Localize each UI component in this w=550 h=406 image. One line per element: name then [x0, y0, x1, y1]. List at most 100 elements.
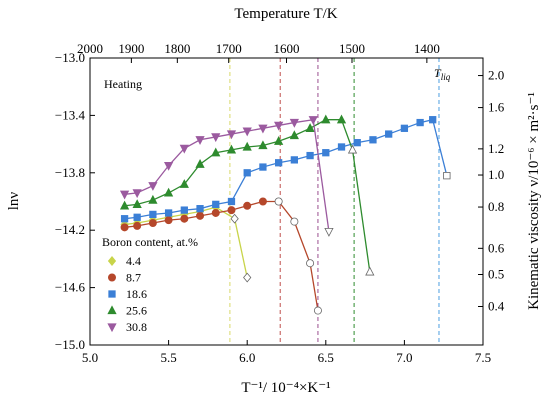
data-point	[226, 130, 237, 140]
data-point	[258, 124, 268, 134]
data-point	[180, 206, 188, 214]
legend-label: 18.6	[126, 287, 147, 301]
t-liq-subscript: liq	[441, 72, 451, 82]
data-point	[148, 219, 157, 228]
x-tick-label: 5.0	[82, 350, 98, 365]
data-point	[385, 130, 393, 138]
series-8.7	[120, 197, 322, 315]
right-tick-label: 0.4	[488, 299, 505, 314]
data-point	[211, 147, 221, 157]
data-point	[179, 144, 189, 154]
right-tick-label: 1.6	[488, 100, 505, 115]
t-liq-symbol: T	[434, 66, 442, 80]
data-point	[400, 124, 409, 132]
data-point	[313, 306, 322, 315]
top-tick-label: 1900	[118, 41, 144, 56]
x-tick-label: 6.0	[239, 350, 255, 365]
series-18.6	[120, 116, 451, 223]
y-tick-label: −14.2	[55, 222, 85, 237]
data-point	[180, 214, 189, 223]
data-point	[148, 194, 158, 204]
legend-title: Boron content, at.%	[102, 235, 198, 249]
y-tick-label: −13.8	[55, 165, 85, 180]
data-point	[305, 123, 315, 132]
data-point	[243, 272, 252, 283]
right-tick-label: 2.0	[488, 68, 504, 83]
x-tick-label: 7.0	[396, 350, 412, 365]
data-point	[243, 169, 251, 177]
series-line	[124, 118, 448, 220]
legend-label: 8.7	[126, 271, 141, 285]
data-point	[353, 139, 361, 147]
data-point	[195, 136, 205, 145]
heating-label: Heating	[104, 77, 142, 91]
legend: 4.4 8.7 18.6 25.6 30.8	[107, 254, 147, 334]
legend-marker	[107, 305, 117, 315]
data-point	[259, 163, 267, 171]
data-point	[369, 136, 377, 144]
data-point	[163, 187, 174, 197]
data-point	[230, 213, 239, 224]
data-point	[120, 215, 129, 223]
legend-label: 4.4	[126, 254, 141, 268]
data-point	[242, 141, 252, 151]
data-point	[132, 199, 142, 209]
right-axis-title: Kinematic viscosity ν/10⁻⁶ × m²·s⁻¹	[526, 92, 542, 310]
data-point	[258, 197, 267, 206]
data-point	[242, 127, 252, 137]
data-point	[119, 200, 130, 210]
data-point	[132, 189, 142, 199]
data-point	[212, 200, 220, 209]
data-point	[324, 227, 334, 237]
data-point	[164, 209, 173, 217]
data-point	[149, 210, 157, 219]
data-point	[211, 133, 221, 143]
y-tick-label: −13.0	[55, 50, 85, 65]
data-point	[227, 206, 236, 215]
data-point	[196, 211, 205, 220]
right-tick-label: 0.5	[488, 266, 504, 281]
data-point	[196, 205, 204, 213]
top-tick-label: 1800	[164, 41, 190, 56]
data-point	[336, 114, 347, 124]
series	[119, 114, 451, 315]
data-point	[274, 197, 283, 206]
right-tick-label: 0.8	[488, 199, 504, 214]
legend-marker	[107, 323, 117, 333]
data-point	[120, 223, 129, 232]
data-point	[322, 149, 330, 157]
data-point	[274, 159, 283, 167]
legend-label: 30.8	[126, 320, 147, 334]
x-tick-label: 6.5	[318, 350, 334, 365]
data-point	[429, 116, 437, 124]
top-tick-label: 1700	[216, 41, 242, 56]
data-point	[289, 118, 299, 128]
data-point	[243, 201, 252, 210]
data-point	[211, 208, 220, 217]
t-liq-label: Tliq	[434, 66, 451, 82]
y-axis-title: lnν	[6, 192, 22, 211]
data-point	[163, 161, 174, 171]
data-point	[274, 121, 284, 131]
top-tick-label: 2000	[77, 41, 103, 56]
data-point	[258, 140, 268, 150]
data-point	[365, 266, 375, 276]
y-tick-label: −15.0	[55, 337, 85, 352]
data-point	[306, 259, 315, 268]
x-tick-label: 5.5	[160, 350, 176, 365]
top-tick-label: 1600	[274, 41, 300, 56]
right-tick-label: 1.0	[488, 167, 504, 182]
data-point	[195, 159, 205, 168]
data-point	[227, 197, 236, 206]
data-point	[308, 116, 318, 125]
legend-marker	[108, 273, 117, 282]
data-point	[289, 130, 299, 140]
top-tick-label: 1500	[339, 41, 365, 56]
legend-marker	[108, 290, 116, 298]
data-point	[321, 114, 331, 124]
x-tick-label: 7.5	[475, 350, 491, 365]
top-tick-label: 1400	[414, 41, 440, 56]
right-tick-label: 1.2	[488, 141, 504, 156]
axis-ticks: 5.0 5.5 6.0 6.5 7.0 7.5 −15.0 −14.6 −14.2 −13.8 −1…	[55, 41, 505, 365]
